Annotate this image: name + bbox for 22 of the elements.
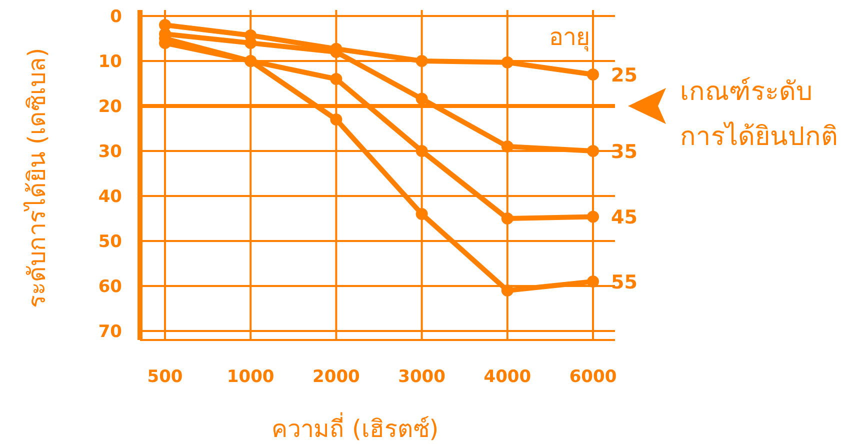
series-label: 35 [611,141,638,163]
y-tick-label: 40 [98,187,122,207]
x-tick-label: 6000 [569,367,617,387]
y-tick-label: 10 [98,52,122,72]
x-tick-label: 2000 [312,367,360,387]
y-tick-label: 30 [98,142,122,162]
legend-title: อายุ [549,23,590,52]
y-tick-label: 60 [98,277,122,297]
y-tick-label: 70 [98,322,122,342]
y-axis-title: ระดับการได้ยิน (เดซิเบล) [23,48,51,308]
series-label: 55 [611,272,638,294]
x-tick-label: 1000 [226,367,274,387]
ref-line-label: เกณฑ์ระดับ การได้ยินปกติ [680,77,838,152]
x-tick-label: 500 [147,367,183,387]
x-axis-title: ความถี่ (เฮิรตซ์) [271,412,439,443]
series-label: 45 [611,206,638,229]
x-tick-label: 3000 [398,367,446,387]
x-tick-label: 4000 [484,367,532,387]
y-tick-label: 0 [110,7,122,27]
y-tick-label: 50 [98,232,122,252]
y-tick-label: 20 [98,97,122,117]
series-label: 25 [611,64,638,86]
